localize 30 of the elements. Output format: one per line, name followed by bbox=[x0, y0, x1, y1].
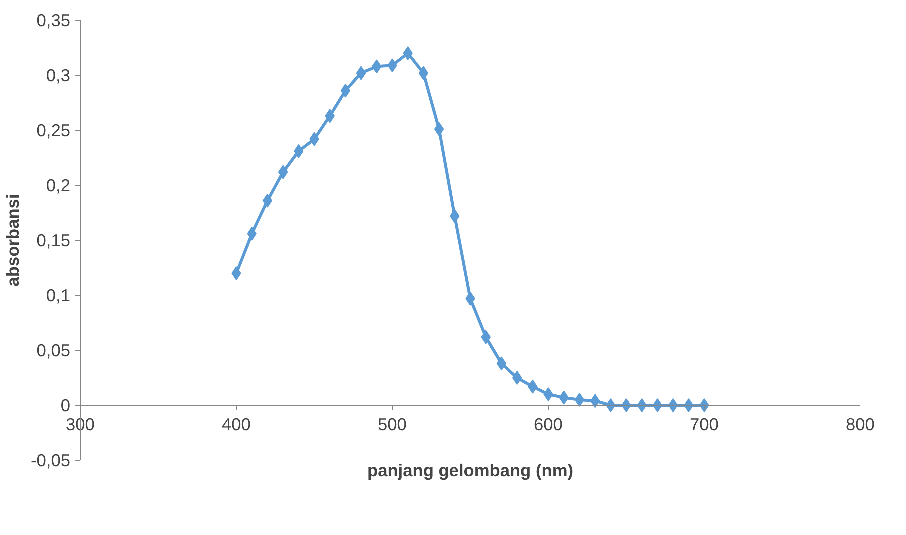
y-tick-label: 0,25 bbox=[36, 120, 71, 140]
point bbox=[590, 394, 600, 408]
point bbox=[574, 393, 585, 407]
x-axis-title: panjang gelombang (nm) bbox=[367, 460, 574, 480]
y-axis-title: absorbansi bbox=[3, 194, 24, 287]
y-tick-label: 0,2 bbox=[46, 176, 71, 196]
point bbox=[278, 165, 288, 180]
point bbox=[418, 66, 429, 80]
y-tick-label: 0,35 bbox=[36, 10, 71, 30]
point bbox=[544, 388, 554, 402]
point bbox=[512, 371, 522, 385]
point bbox=[340, 84, 351, 98]
x-tick-label: 400 bbox=[222, 414, 251, 434]
point bbox=[232, 266, 242, 280]
y-tick-label: 0,05 bbox=[36, 340, 71, 360]
point bbox=[434, 122, 444, 136]
point bbox=[496, 356, 507, 371]
x-tick-label: 700 bbox=[690, 414, 719, 434]
point bbox=[356, 66, 366, 80]
x-tick-label: 800 bbox=[846, 414, 875, 434]
y-tick-label: 0 bbox=[60, 396, 71, 416]
x-tick-label: 500 bbox=[378, 414, 407, 434]
y-tick-label: 0,1 bbox=[46, 286, 71, 306]
point bbox=[262, 194, 273, 208]
x-tick-label: 600 bbox=[534, 414, 563, 434]
point bbox=[403, 46, 413, 60]
point bbox=[622, 398, 632, 412]
y-tick-label: -0,05 bbox=[31, 450, 71, 470]
y-tick-label: 0,3 bbox=[46, 66, 71, 86]
y-tick-label: 0,15 bbox=[36, 230, 71, 250]
